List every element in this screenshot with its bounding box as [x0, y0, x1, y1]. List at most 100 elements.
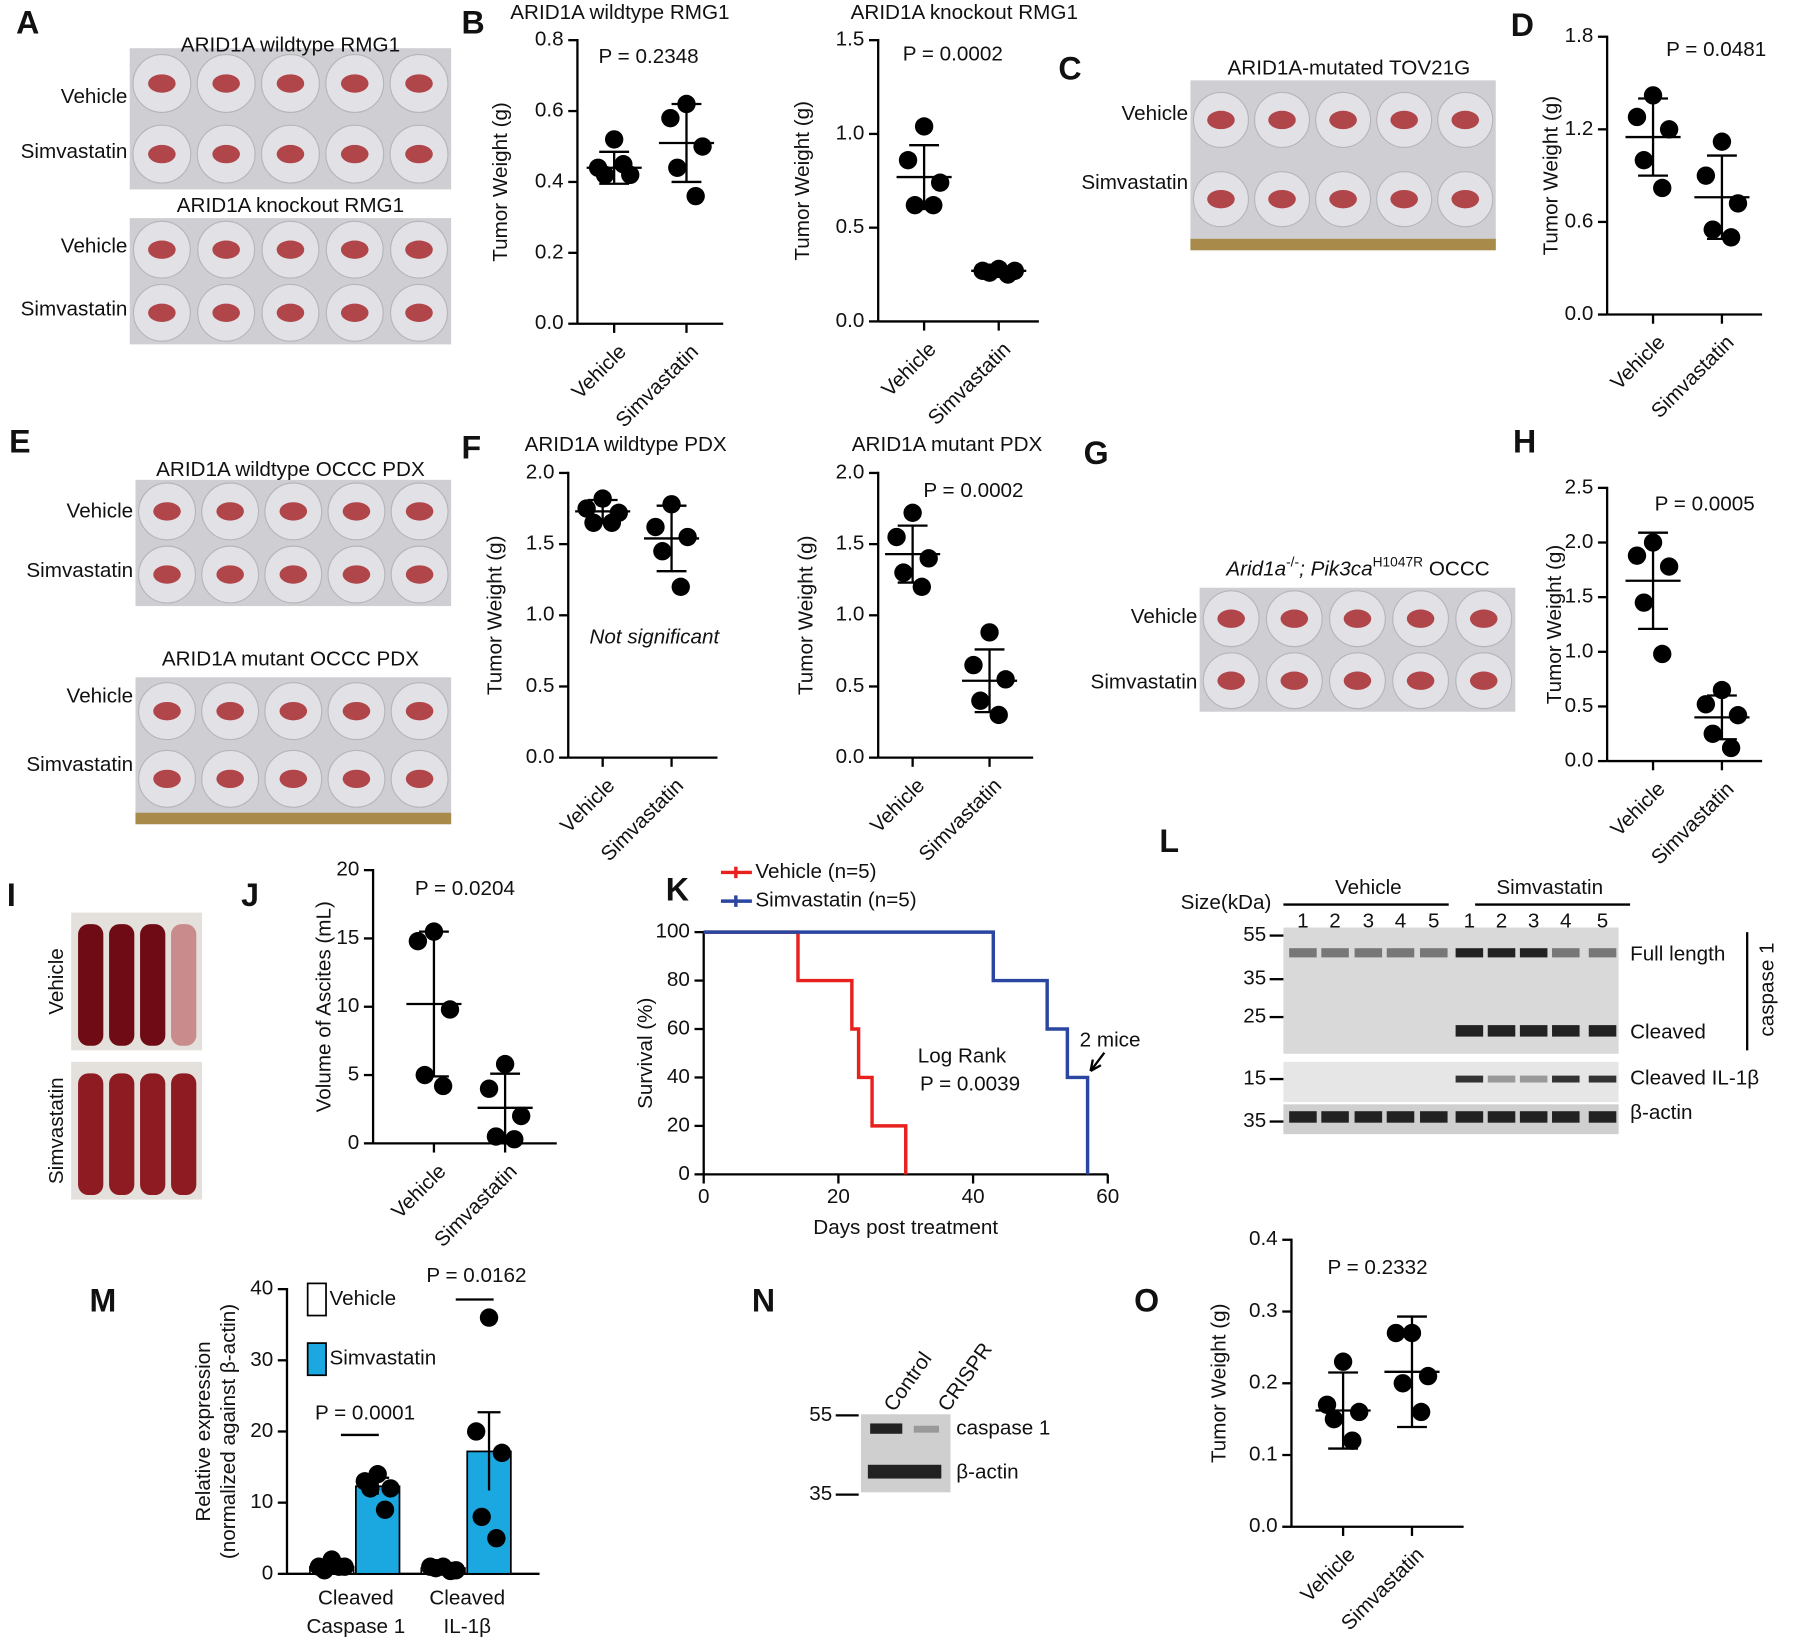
marker-label: 35: [1243, 1109, 1266, 1132]
band: [1354, 948, 1383, 958]
x-tick-label: Vehicle: [1606, 331, 1669, 394]
x-tick-label: 60: [1096, 1185, 1119, 1208]
tissue: [405, 74, 433, 93]
data-point: [505, 1130, 524, 1149]
tube: [78, 924, 104, 1046]
lane-label: 1: [1297, 909, 1309, 932]
annotation: P = 0.0481: [1666, 38, 1766, 61]
tissue: [212, 240, 240, 259]
data-point: [1634, 151, 1654, 170]
lane-label: 2: [1329, 909, 1341, 932]
x-tick-label: Vehicle: [556, 774, 619, 837]
annotation: Not significant: [589, 626, 720, 649]
row-label: Simvastatin: [26, 753, 133, 776]
tissue: [405, 144, 433, 164]
band: [1588, 1075, 1617, 1083]
row-label: Simvastatin: [1081, 171, 1188, 194]
data-point: [1712, 132, 1732, 151]
row-label: Vehicle: [1122, 102, 1189, 125]
blot-label: Cleaved: [1630, 1021, 1706, 1044]
bracket-label: caspase 1: [1755, 942, 1778, 1036]
tissue: [1469, 671, 1498, 690]
tissue: [405, 303, 433, 322]
panel-label: K: [666, 871, 689, 907]
data-point: [686, 186, 705, 206]
tissue: [1280, 609, 1309, 628]
title-part: H1047R: [1373, 554, 1424, 569]
tissue: [342, 502, 371, 521]
tissue: [216, 565, 244, 584]
legend-label: Simvastatin (n=5): [755, 889, 916, 912]
data-point: [1324, 1409, 1344, 1429]
blot-label: Full length: [1630, 943, 1725, 966]
data-point: [980, 623, 999, 642]
data-point: [595, 165, 615, 185]
band: [1289, 1111, 1317, 1123]
data-point: [1696, 695, 1716, 714]
y-tick-label: 0.0: [535, 311, 564, 334]
band: [1552, 1075, 1580, 1083]
tissue: [153, 769, 181, 789]
tube: [78, 1073, 104, 1196]
y-tick-label: 0.4: [535, 169, 564, 192]
tissue: [212, 144, 240, 164]
photo-title: Arid1a-/-; Pik3caH1047R OCCC: [1224, 554, 1489, 581]
data-point: [1418, 1366, 1438, 1386]
survival-line: [703, 930, 908, 1175]
data-point: [604, 130, 624, 149]
tissue: [1451, 189, 1480, 209]
tissue: [1451, 110, 1480, 130]
data-point: [924, 195, 943, 215]
marker-label: 55: [1243, 923, 1266, 946]
y-tick-label: 0.5: [836, 215, 865, 238]
lane-label: 4: [1560, 909, 1572, 932]
tissue: [1406, 609, 1435, 628]
band: [1588, 948, 1617, 958]
tube: [109, 924, 135, 1046]
data-point: [887, 527, 906, 547]
chart-title: ARID1A knockout RMG1: [851, 1, 1078, 24]
tissue: [279, 701, 308, 721]
x-tick-label: Caspase 1: [306, 1615, 405, 1638]
x-tick-label: Vehicle: [866, 774, 929, 837]
legend-swatch: [306, 1342, 327, 1377]
tissue: [1469, 609, 1498, 628]
y-tick-label: 80: [667, 968, 690, 991]
x-tick-label: Vehicle: [877, 338, 940, 401]
photo-title: ARID1A knockout RMG1: [177, 194, 404, 217]
band: [1455, 1025, 1484, 1037]
data-point: [329, 1557, 349, 1576]
band: [1289, 948, 1317, 958]
y-tick-label: 2.0: [526, 460, 555, 483]
data-point: [492, 1443, 512, 1463]
y-tick-label: 0.0: [526, 745, 555, 768]
y-tick-label: 0.6: [535, 99, 564, 122]
data-point: [1343, 1431, 1362, 1450]
y-axis-label: Tumor Weight (g): [1208, 1303, 1231, 1463]
tissue: [405, 240, 433, 259]
y-axis-label: Tumor Weight (g): [483, 536, 506, 696]
data-point: [511, 1106, 531, 1126]
data-point: [662, 495, 681, 514]
tissue: [1329, 189, 1357, 209]
lane-label: Control: [879, 1348, 936, 1416]
tissue: [279, 565, 308, 584]
tube: [140, 924, 166, 1046]
band: [1519, 1075, 1548, 1083]
annotation: P = 0.0005: [1655, 493, 1755, 516]
data-point: [661, 108, 680, 128]
y-tick-label: 1.5: [836, 532, 865, 555]
y-axis-label: Tumor Weight (g): [1543, 545, 1566, 705]
tissue: [340, 303, 369, 322]
data-point: [903, 503, 922, 522]
band: [870, 1423, 903, 1434]
tissue: [1207, 110, 1235, 130]
data-point: [894, 563, 913, 582]
annotation: Log Rank: [918, 1045, 1007, 1068]
data-point: [653, 542, 672, 561]
x-tick-label: Vehicle: [1606, 777, 1669, 840]
tissue: [342, 701, 371, 721]
data-point: [898, 150, 918, 170]
x-tick-label: Cleaved: [429, 1587, 505, 1610]
y-axis-label: Tumor Weight (g): [791, 101, 814, 261]
